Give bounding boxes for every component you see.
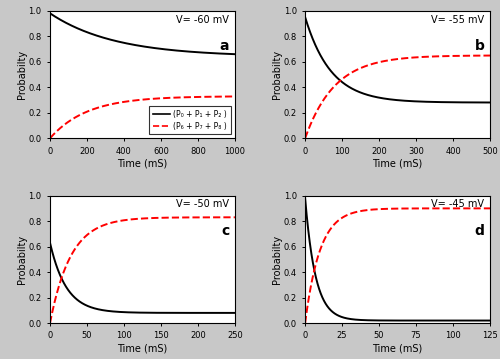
Text: d: d (474, 224, 484, 238)
X-axis label: Time (mS): Time (mS) (372, 343, 422, 353)
Text: a: a (220, 39, 230, 53)
X-axis label: Time (mS): Time (mS) (372, 158, 422, 168)
X-axis label: Time (mS): Time (mS) (118, 158, 168, 168)
Y-axis label: Probabilty: Probabilty (17, 235, 27, 284)
Y-axis label: Probabilty: Probabilty (272, 235, 282, 284)
Text: V= -50 mV: V= -50 mV (176, 200, 230, 209)
X-axis label: Time (mS): Time (mS) (118, 343, 168, 353)
Legend: (P₀ + P₁ + P₂ ), (P₆ + P₇ + P₈ ): (P₀ + P₁ + P₂ ), (P₆ + P₇ + P₈ ) (149, 106, 231, 134)
Text: V= -45 mV: V= -45 mV (432, 200, 484, 209)
Text: b: b (474, 39, 484, 53)
Text: c: c (221, 224, 230, 238)
Y-axis label: Probabilty: Probabilty (272, 50, 282, 99)
Text: V= -55 mV: V= -55 mV (432, 15, 484, 25)
Y-axis label: Probabilty: Probabilty (17, 50, 27, 99)
Text: V= -60 mV: V= -60 mV (176, 15, 230, 25)
